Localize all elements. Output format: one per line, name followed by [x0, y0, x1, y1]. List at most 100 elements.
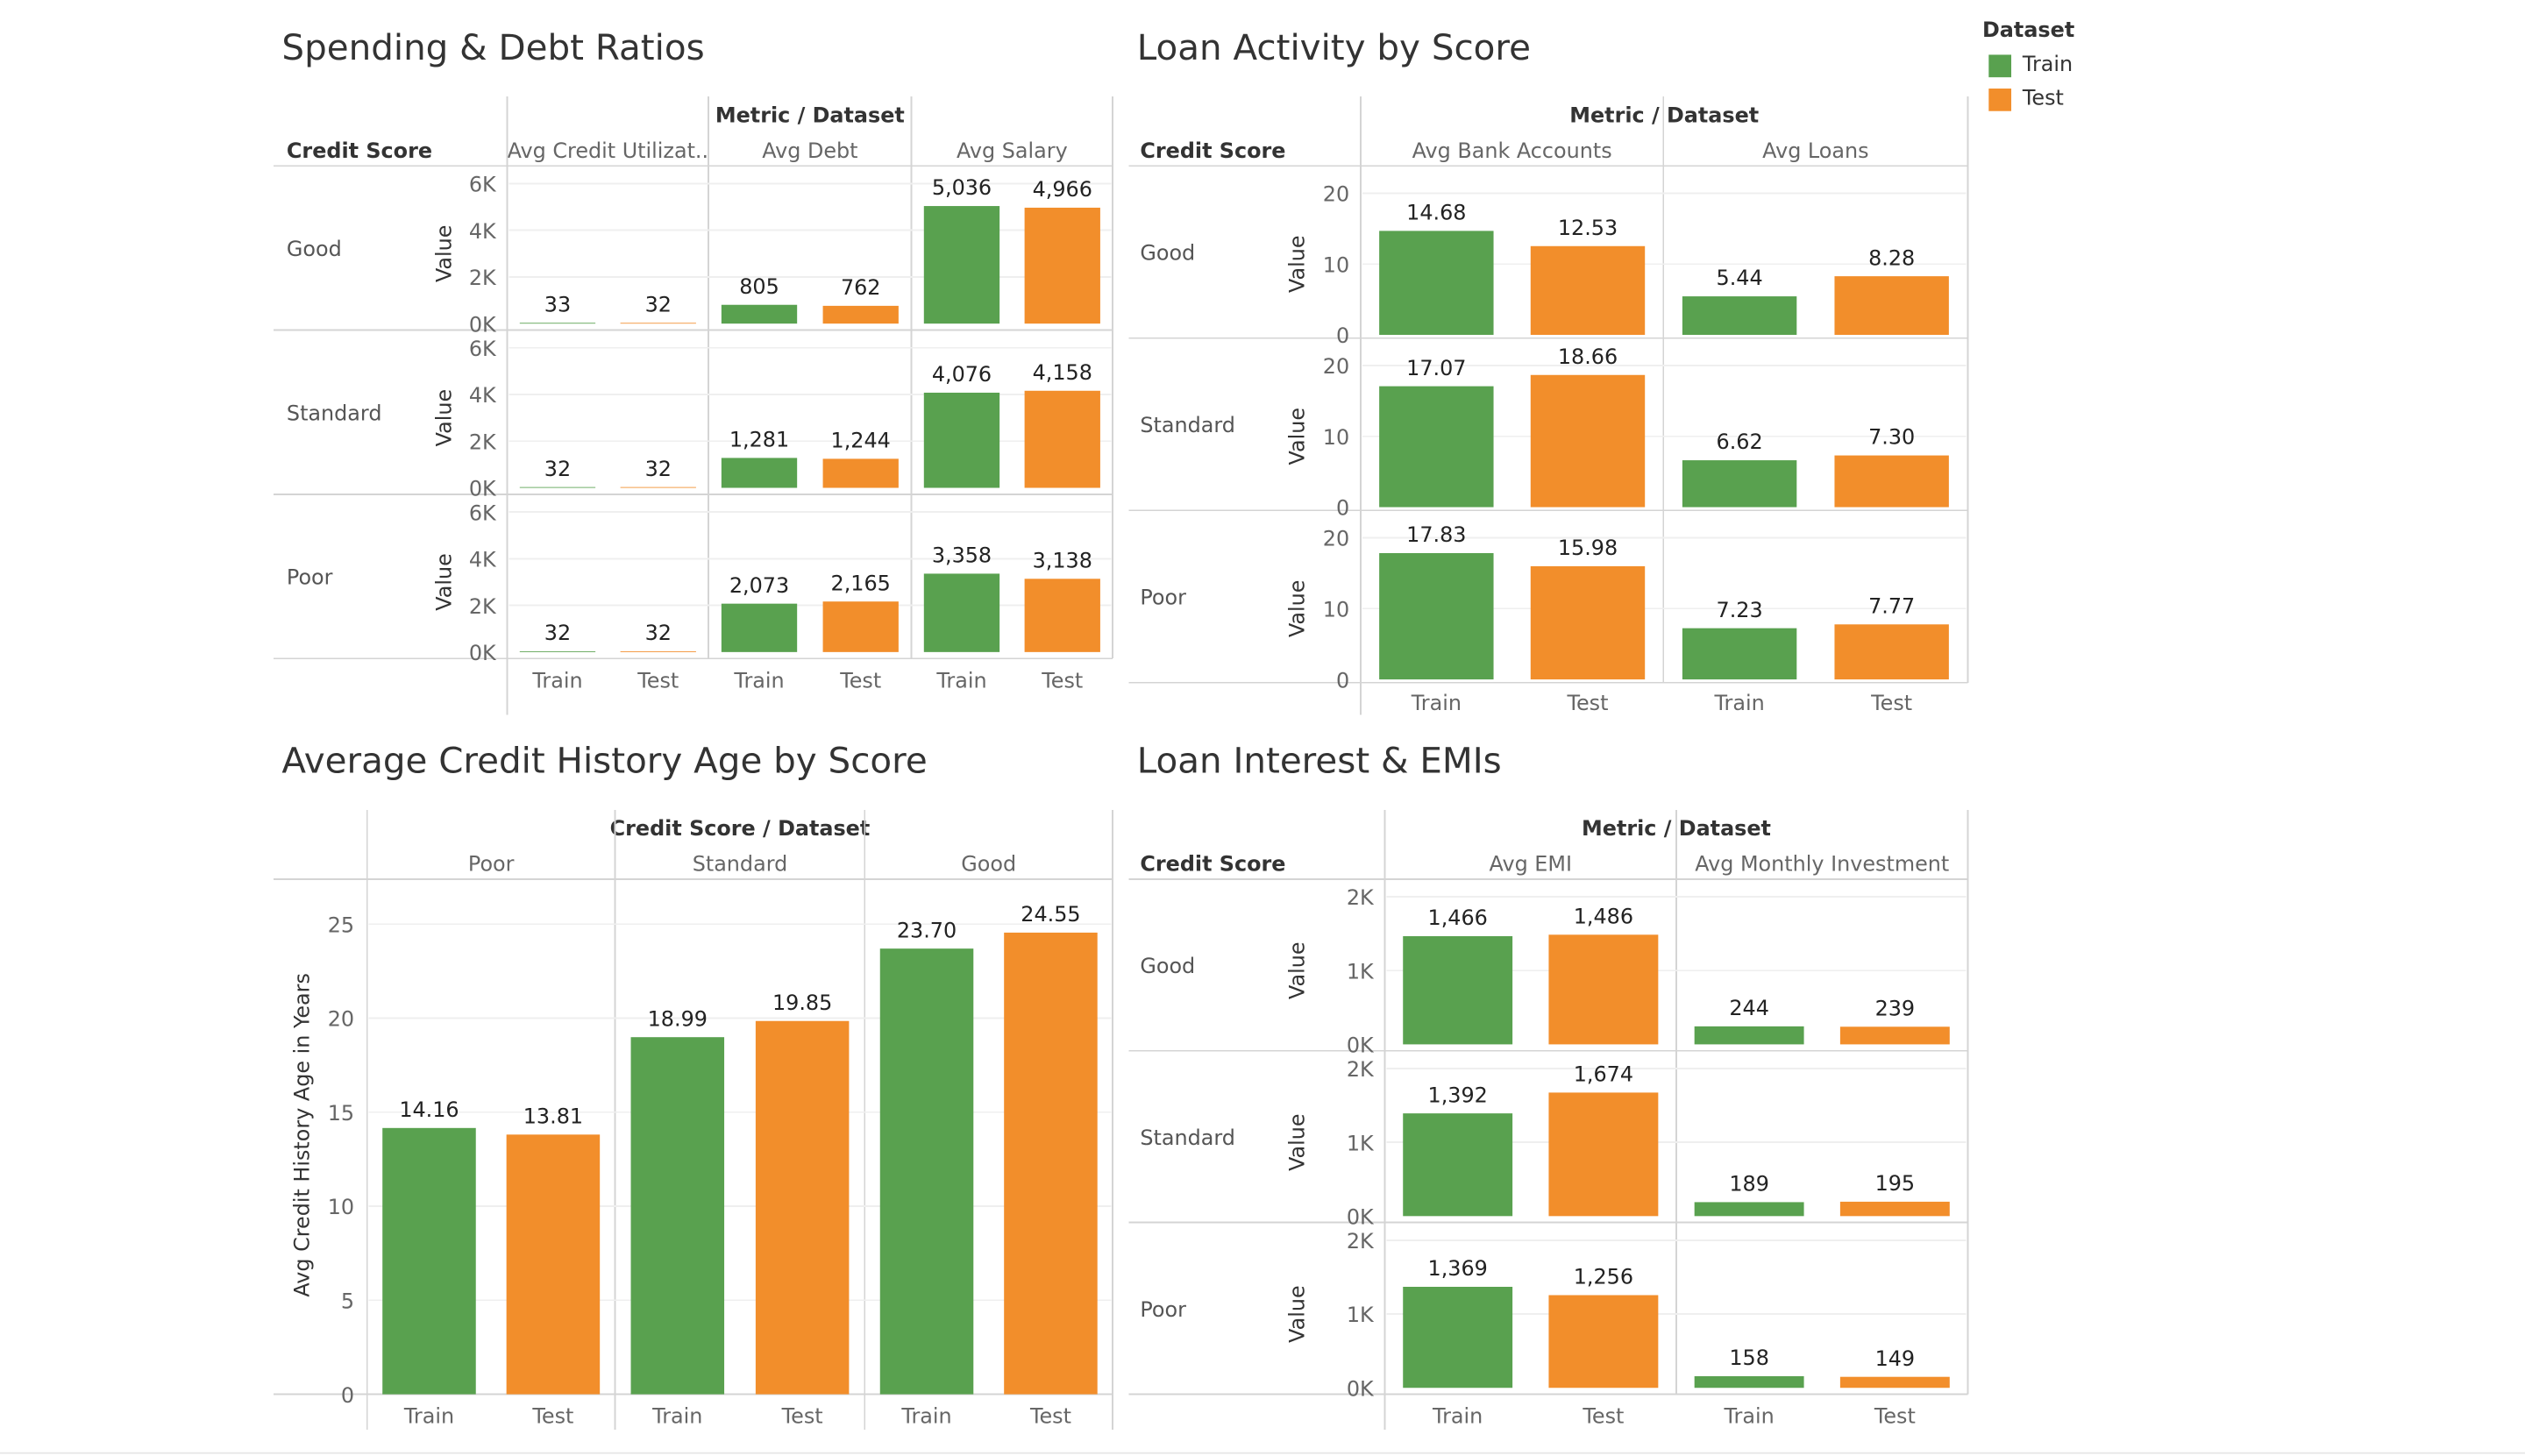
- loan-bar-good-avg-bank-accounts-train[interactable]: [1379, 231, 1494, 336]
- spending-data-label: 32: [645, 621, 672, 645]
- interest-y-tick-label: 2K: [1347, 1229, 1375, 1254]
- spending-y-tick-label: 6K: [469, 337, 497, 361]
- spending-bar-good-avg-debt-test[interactable]: [822, 305, 899, 324]
- spending-bar-standard-avg-credit-utilizat-test[interactable]: [620, 487, 696, 488]
- spending-data-label: 4,158: [1033, 360, 1092, 385]
- loan-y-tick-label: 10: [1323, 425, 1349, 450]
- loan-bar-standard-avg-loans-train[interactable]: [1682, 460, 1797, 508]
- loan-data-label: 15.98: [1558, 536, 1618, 560]
- interest-bar-good-avg-monthly-investment-test[interactable]: [1839, 1026, 1950, 1045]
- loan-row-header: Credit Score: [1140, 138, 1285, 163]
- history-data-label: 19.85: [772, 991, 832, 1015]
- spending-bar-standard-avg-credit-utilizat-train[interactable]: [519, 487, 596, 488]
- loan-row-label-poor: Poor: [1140, 586, 1186, 610]
- history-column-header: Credit Score / Dataset: [610, 816, 871, 841]
- spending-bar-standard-avg-salary-test[interactable]: [1024, 390, 1100, 488]
- spending-bar-good-avg-salary-test[interactable]: [1024, 207, 1100, 324]
- loan-data-label: 7.23: [1717, 598, 1763, 622]
- interest-bar-standard-avg-emi-train[interactable]: [1403, 1113, 1513, 1217]
- interest-y-tick-label: 0K: [1347, 1033, 1375, 1058]
- spending-data-label: 5,036: [932, 175, 992, 200]
- spending-y-tick-label: 4K: [469, 383, 497, 408]
- interest-data-label: 239: [1875, 996, 1916, 1020]
- interest-bar-poor-avg-monthly-investment-test[interactable]: [1839, 1376, 1950, 1389]
- legend-title: Dataset: [1981, 19, 2075, 44]
- loan-bar-poor-avg-bank-accounts-test[interactable]: [1530, 565, 1646, 680]
- spending-data-label: 762: [841, 275, 881, 300]
- loan-bar-standard-avg-bank-accounts-train[interactable]: [1379, 386, 1494, 508]
- history-bar-standard-train[interactable]: [630, 1037, 725, 1395]
- loan-bar-poor-avg-loans-test[interactable]: [1834, 624, 1949, 680]
- spending-y-tick-label: 6K: [469, 173, 497, 197]
- spending-bar-poor-avg-debt-train[interactable]: [721, 603, 798, 652]
- spending-column-header: Metric / Dataset: [715, 103, 905, 128]
- interest-bar-good-avg-emi-train[interactable]: [1403, 935, 1513, 1045]
- loan-data-label: 12.53: [1558, 216, 1618, 240]
- history-title: Average Credit History Age by Score: [281, 742, 928, 783]
- interest-y-axis-title: Value: [1285, 1285, 1310, 1343]
- interest-bar-standard-avg-monthly-investment-train[interactable]: [1694, 1202, 1804, 1217]
- spending-bar-standard-avg-salary-train[interactable]: [923, 392, 1000, 488]
- legend[interactable]: Dataset Train Test: [1982, 19, 2074, 111]
- spending-row-label-standard: Standard: [287, 401, 382, 425]
- interest-bar-standard-avg-monthly-investment-test[interactable]: [1839, 1201, 1950, 1217]
- spending-metric-label-avg-debt: Avg Debt: [762, 138, 857, 163]
- spending-bar-standard-avg-debt-test[interactable]: [822, 458, 899, 488]
- interest-bar-poor-avg-emi-test[interactable]: [1548, 1295, 1659, 1389]
- spending-data-label: 4,076: [932, 362, 992, 387]
- spending-y-tick-label: 2K: [469, 594, 497, 619]
- loan-bar-standard-avg-loans-test[interactable]: [1834, 455, 1949, 508]
- spending-x-tick-label-test: Test: [839, 668, 881, 692]
- spending-bar-standard-avg-debt-train[interactable]: [721, 458, 798, 488]
- loan-bar-good-avg-loans-test[interactable]: [1834, 276, 1949, 336]
- spending-bar-good-avg-salary-train[interactable]: [923, 206, 1000, 324]
- history-bar-poor-test[interactable]: [506, 1134, 601, 1395]
- loan-bar-good-avg-bank-accounts-test[interactable]: [1530, 245, 1646, 336]
- interest-x-tick-label-train: Train: [1723, 1404, 1774, 1429]
- spending-y-tick-label: 6K: [469, 501, 497, 525]
- loan-y-tick-label: 20: [1323, 527, 1349, 551]
- loan-bar-good-avg-loans-train[interactable]: [1682, 296, 1797, 336]
- spending-title: Spending & Debt Ratios: [281, 29, 705, 69]
- spending-x-tick-label-train: Train: [733, 668, 784, 692]
- loan-y-tick-label: 0: [1336, 323, 1349, 348]
- spending-bar-poor-avg-credit-utilizat-test[interactable]: [620, 651, 696, 652]
- history-y-tick-label: 10: [328, 1195, 354, 1219]
- interest-metric-label-avg-monthly-investment: Avg Monthly Investment: [1695, 852, 1949, 877]
- loan-y-tick-label: 20: [1323, 182, 1349, 207]
- loan-bar-poor-avg-loans-train[interactable]: [1682, 628, 1797, 680]
- spending-y-axis-title: Value: [431, 389, 456, 447]
- spending-bar-good-avg-debt-train[interactable]: [721, 304, 798, 324]
- interest-data-label: 1,466: [1428, 906, 1488, 930]
- history-x-tick-label-train: Train: [403, 1404, 454, 1429]
- interest-y-axis-title: Value: [1285, 941, 1310, 999]
- history-bar-good-test[interactable]: [1004, 932, 1098, 1395]
- loan-metric-label-avg-loans: Avg Loans: [1762, 138, 1868, 163]
- spending-y-axis-title: Value: [431, 225, 456, 283]
- spending-bar-poor-avg-salary-train[interactable]: [923, 573, 1000, 652]
- spending-bar-poor-avg-debt-test[interactable]: [822, 601, 899, 652]
- interest-bar-poor-avg-monthly-investment-train[interactable]: [1694, 1375, 1804, 1389]
- history-bar-standard-test[interactable]: [755, 1020, 850, 1395]
- legend-item-test[interactable]: Test: [1982, 87, 2074, 111]
- spending-x-tick-label-test: Test: [1041, 668, 1083, 692]
- interest-title: Loan Interest & EMIs: [1136, 742, 1502, 783]
- interest-data-label: 1,486: [1574, 904, 1633, 928]
- history-x-tick-label-test: Test: [531, 1404, 573, 1429]
- spending-data-label: 2,165: [831, 571, 891, 595]
- interest-y-tick-label: 1K: [1347, 1303, 1375, 1327]
- spending-bar-poor-avg-credit-utilizat-train[interactable]: [519, 651, 596, 652]
- interest-bar-poor-avg-emi-train[interactable]: [1403, 1286, 1513, 1389]
- interest-bar-good-avg-emi-test[interactable]: [1548, 934, 1659, 1045]
- legend-item-train[interactable]: Train: [1982, 53, 2074, 77]
- loan-bar-poor-avg-bank-accounts-train[interactable]: [1379, 552, 1494, 680]
- interest-bar-good-avg-monthly-investment-train[interactable]: [1694, 1026, 1804, 1045]
- loan-data-label: 7.30: [1868, 425, 1915, 450]
- spending-bar-poor-avg-salary-test[interactable]: [1024, 579, 1100, 652]
- history-bar-good-train[interactable]: [879, 948, 974, 1395]
- history-bar-poor-train[interactable]: [382, 1127, 476, 1395]
- loan-x-tick-label-test: Test: [1566, 691, 1608, 715]
- loan-y-tick-label: 10: [1323, 252, 1349, 277]
- loan-bar-standard-avg-bank-accounts-test[interactable]: [1530, 374, 1646, 508]
- interest-bar-standard-avg-emi-test[interactable]: [1548, 1092, 1659, 1217]
